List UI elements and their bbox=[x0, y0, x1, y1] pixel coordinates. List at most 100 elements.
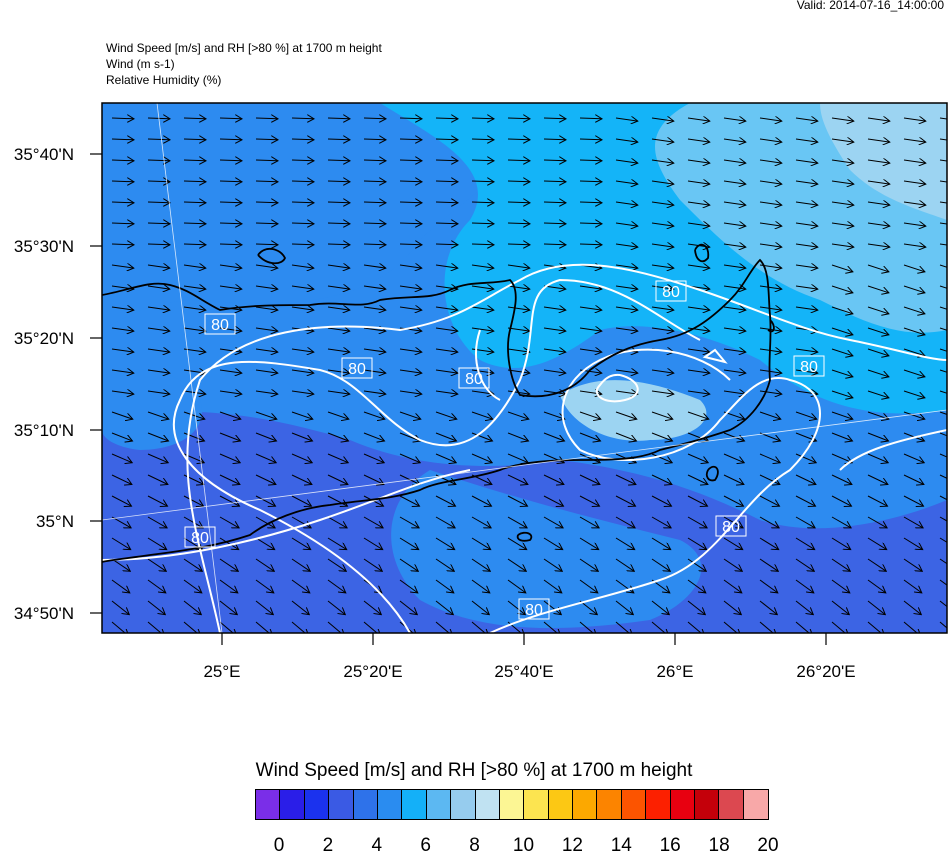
wind-arrow bbox=[903, 348, 925, 356]
wind-arrow bbox=[831, 474, 852, 485]
wind-arrow bbox=[471, 202, 494, 203]
wind-arrow bbox=[543, 495, 564, 506]
wind-arrow bbox=[111, 516, 131, 528]
wind-arrow bbox=[939, 159, 947, 162]
wind-arrow bbox=[327, 516, 347, 528]
wind-arrow bbox=[795, 537, 815, 550]
contour-label: 80 bbox=[518, 598, 550, 620]
wind-arrow bbox=[867, 285, 889, 293]
wind-arrow bbox=[867, 537, 887, 550]
wind-arrow bbox=[831, 411, 853, 419]
colorbar-swatch bbox=[524, 790, 549, 819]
wind-arrow bbox=[903, 139, 926, 142]
wind-arrow bbox=[507, 265, 530, 268]
wind-arrow bbox=[651, 474, 672, 485]
wind-arrow bbox=[471, 265, 494, 268]
svg-text:80: 80 bbox=[211, 317, 229, 334]
wind-arrow bbox=[939, 390, 947, 394]
wind-arrow bbox=[111, 349, 134, 352]
wind-arrow bbox=[327, 265, 350, 268]
wind-arrow bbox=[147, 244, 170, 245]
wind-arrow bbox=[579, 139, 602, 140]
wind-arrow bbox=[435, 202, 458, 203]
wind-arrow bbox=[831, 495, 852, 506]
wind-arrow bbox=[615, 139, 638, 142]
wind-arrow bbox=[111, 432, 133, 441]
wind-arrow bbox=[615, 223, 638, 226]
wind-arrow bbox=[615, 516, 635, 528]
wind-arrow bbox=[219, 621, 237, 633]
wind-arrow bbox=[471, 516, 491, 528]
wind-arrow bbox=[723, 432, 745, 441]
wind-arrow bbox=[543, 286, 566, 289]
wind-arrow bbox=[435, 411, 457, 419]
wind-arrow bbox=[399, 265, 422, 268]
colorbar-swatch bbox=[573, 790, 598, 819]
wind-arrow bbox=[183, 558, 202, 571]
svg-text:80: 80 bbox=[191, 530, 209, 547]
wind-arrow bbox=[723, 349, 746, 352]
wind-arrow bbox=[723, 118, 746, 121]
wind-zone-mid-south bbox=[391, 470, 702, 629]
wind-arrow bbox=[435, 453, 456, 463]
colorbar-label: 20 bbox=[757, 835, 779, 856]
wind-arrow bbox=[183, 391, 206, 394]
wind-arrow bbox=[867, 139, 890, 142]
wind-arrow bbox=[723, 181, 746, 184]
wind-arrow bbox=[579, 453, 600, 463]
wind-arrow bbox=[615, 474, 636, 485]
colorbar-label: 12 bbox=[561, 835, 583, 856]
wind-arrow bbox=[111, 579, 130, 593]
wind-arrow bbox=[183, 265, 206, 268]
wind-arrow bbox=[255, 474, 276, 485]
wind-arrow bbox=[615, 558, 634, 571]
wind-arrow bbox=[255, 181, 278, 182]
wind-arrow bbox=[579, 537, 599, 550]
wind-arrow bbox=[399, 370, 422, 373]
wind-arrow bbox=[543, 244, 566, 245]
wind-arrow bbox=[543, 579, 562, 593]
wind-arrow bbox=[903, 160, 926, 163]
wind-arrow bbox=[651, 160, 674, 163]
wind-arrow bbox=[939, 558, 947, 565]
wind-arrow bbox=[399, 118, 422, 119]
wind-arrow bbox=[867, 621, 885, 633]
wind-arrow bbox=[759, 118, 782, 121]
wind-arrow bbox=[183, 495, 204, 506]
wind-arrow bbox=[507, 558, 526, 571]
wind-arrow bbox=[867, 223, 890, 226]
wind-arrow bbox=[507, 453, 528, 463]
wind-arrow bbox=[327, 432, 349, 441]
wind-arrow bbox=[687, 202, 710, 205]
lon-label: 26°E bbox=[656, 662, 693, 681]
wind-arrow bbox=[831, 181, 854, 184]
contour-label: 80 bbox=[715, 515, 747, 537]
wind-arrow bbox=[795, 495, 816, 506]
wind-arrow bbox=[615, 286, 638, 289]
svg-text:80: 80 bbox=[722, 519, 740, 536]
axis-ticks bbox=[90, 153, 827, 645]
wind-arrow bbox=[723, 495, 744, 506]
wind-arrow bbox=[759, 600, 777, 615]
wind-arrow bbox=[687, 558, 706, 571]
wind-arrow bbox=[291, 244, 314, 245]
wind-arrow bbox=[543, 181, 566, 182]
wind-arrow bbox=[363, 516, 383, 528]
wind-arrow bbox=[795, 244, 818, 247]
wind-arrow bbox=[183, 600, 201, 615]
wind-arrow bbox=[543, 307, 566, 310]
wind-arrow bbox=[543, 118, 566, 119]
wind-arrow bbox=[507, 286, 530, 289]
wind-arrow bbox=[471, 244, 494, 245]
wind-arrow bbox=[651, 265, 674, 268]
wind-arrow bbox=[291, 118, 314, 119]
wind-arrow bbox=[507, 474, 528, 485]
rh-contours bbox=[102, 263, 947, 633]
wind-arrow bbox=[111, 558, 130, 571]
wind-arrow bbox=[255, 328, 278, 331]
wind-arrow bbox=[327, 244, 350, 245]
wind-arrow bbox=[435, 307, 458, 310]
wind-arrow bbox=[363, 349, 386, 352]
wind-arrow bbox=[291, 160, 314, 161]
wind-arrow bbox=[903, 369, 925, 377]
